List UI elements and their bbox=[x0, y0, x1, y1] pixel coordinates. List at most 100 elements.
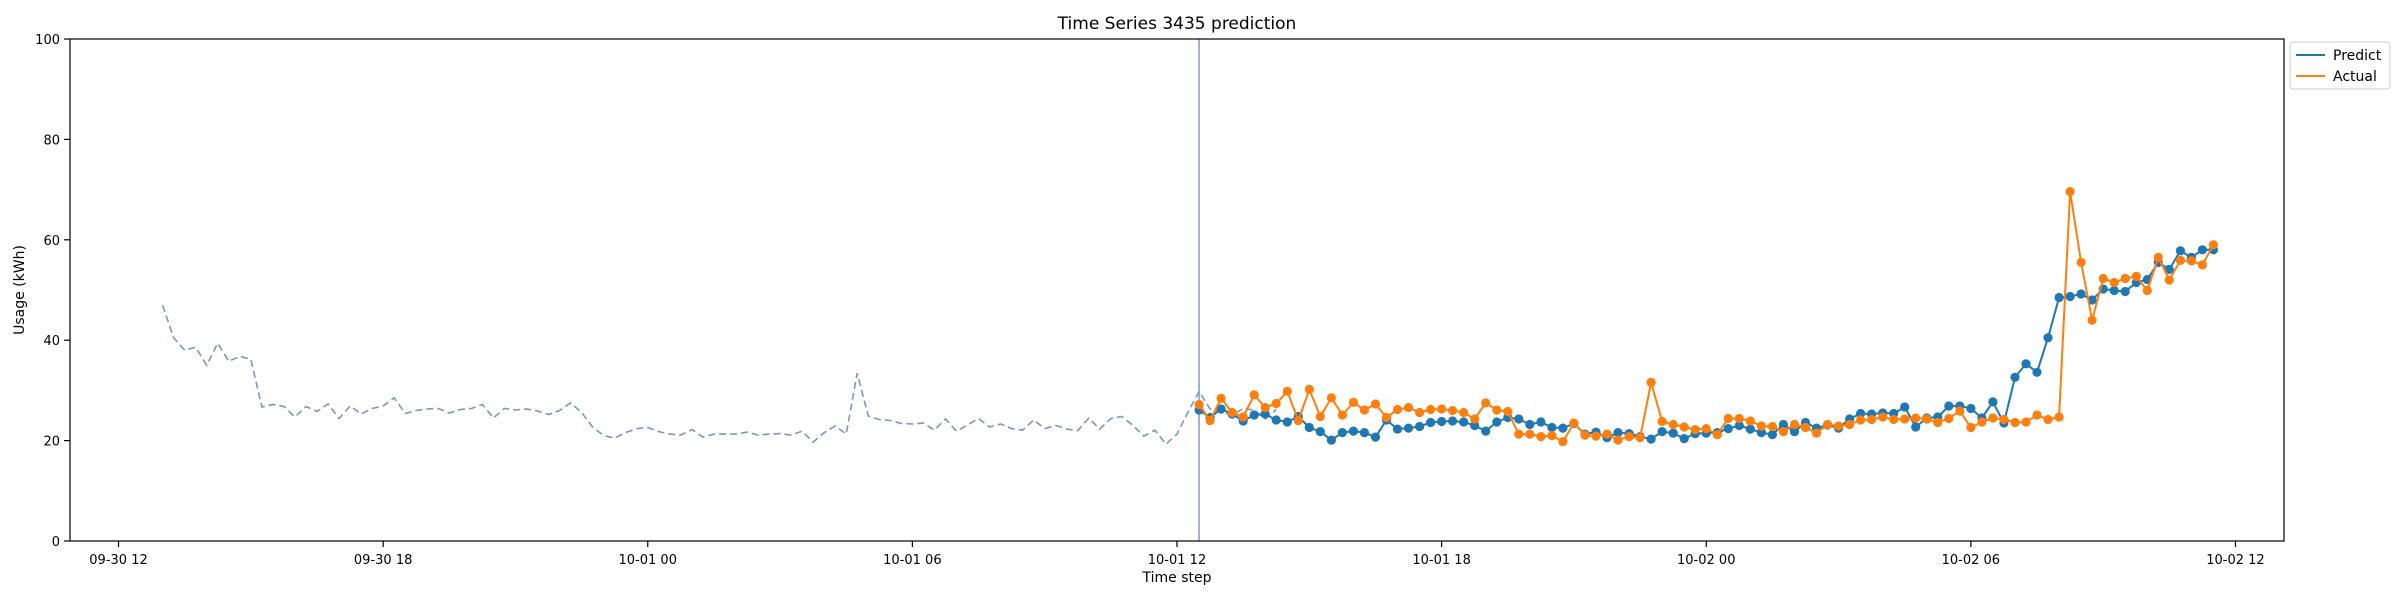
predict-point-38 bbox=[1613, 428, 1623, 438]
actual-point-84 bbox=[2120, 273, 2130, 284]
actual-point-21 bbox=[1426, 404, 1436, 415]
predict-point-12 bbox=[1326, 435, 1336, 445]
predict-point-11 bbox=[1315, 427, 1325, 437]
actual-point-20 bbox=[1415, 407, 1425, 418]
predict-line bbox=[1198, 248, 2214, 442]
actual-point-65 bbox=[1911, 413, 1921, 423]
x-tick-label-4: 10-01 12 bbox=[1148, 553, 1206, 568]
predict-point-7 bbox=[1271, 415, 1281, 425]
actual-point-27 bbox=[1492, 405, 1502, 415]
predict-point-81 bbox=[2087, 295, 2097, 305]
actual-point-85 bbox=[2131, 271, 2141, 281]
predict-point-5 bbox=[1249, 410, 1259, 420]
actual-point-63 bbox=[1889, 414, 1899, 425]
actual-points bbox=[1194, 187, 2218, 447]
actual-point-25 bbox=[1470, 414, 1480, 424]
actual-point-71 bbox=[1977, 417, 1987, 427]
y-tick-label-40: 40 bbox=[43, 334, 60, 349]
legend-actual-label: Actual bbox=[2333, 69, 2377, 85]
actual-point-76 bbox=[2032, 410, 2042, 420]
predict-point-25 bbox=[1470, 420, 1480, 431]
actual-point-16 bbox=[1370, 399, 1381, 409]
predict-point-21 bbox=[1426, 417, 1436, 428]
x-tick-label-6: 10-02 00 bbox=[1677, 553, 1735, 568]
predict-point-6 bbox=[1260, 409, 1270, 419]
actual-point-82 bbox=[2098, 273, 2108, 284]
actual-point-51 bbox=[1756, 421, 1766, 431]
predict-point-88 bbox=[2164, 264, 2174, 274]
actual-point-39 bbox=[1624, 432, 1634, 442]
actual-point-6 bbox=[1260, 402, 1270, 413]
predict-point-70 bbox=[1966, 403, 1976, 414]
x-tick-label-3: 10-01 06 bbox=[883, 553, 941, 568]
predict-point-75 bbox=[2021, 359, 2031, 369]
actual-point-23 bbox=[1448, 405, 1458, 416]
predict-point-79 bbox=[2065, 291, 2075, 302]
x-tick-label-8: 10-02 12 bbox=[2206, 553, 2264, 568]
actual-point-70 bbox=[1966, 422, 1976, 433]
actual-point-41 bbox=[1646, 377, 1656, 387]
x-tick-label-2: 10-01 00 bbox=[619, 553, 677, 568]
predict-point-20 bbox=[1415, 421, 1425, 432]
predict-point-52 bbox=[1767, 430, 1777, 440]
x-tick-label-1: 09-30 18 bbox=[354, 553, 412, 568]
predict-point-89 bbox=[2175, 246, 2185, 256]
actual-point-13 bbox=[1337, 410, 1347, 420]
predict-point-68 bbox=[1944, 401, 1954, 411]
predict-point-24 bbox=[1459, 417, 1469, 427]
actual-point-62 bbox=[1878, 412, 1888, 422]
actual-point-87 bbox=[2153, 252, 2163, 262]
predict-point-53 bbox=[1778, 419, 1788, 430]
predict-point-80 bbox=[2076, 289, 2086, 299]
predict-point-49 bbox=[1734, 420, 1744, 431]
actual-point-53 bbox=[1778, 427, 1788, 437]
actual-point-40 bbox=[1635, 433, 1645, 443]
actual-point-57 bbox=[1822, 419, 1833, 430]
predict-point-72 bbox=[1988, 397, 1998, 407]
predict-point-23 bbox=[1448, 416, 1458, 426]
actual-point-61 bbox=[1867, 414, 1877, 425]
actual-point-47 bbox=[1712, 430, 1722, 440]
actual-point-35 bbox=[1580, 430, 1590, 440]
predict-point-77 bbox=[2043, 333, 2053, 343]
predict-point-29 bbox=[1514, 414, 1524, 424]
actual-point-54 bbox=[1789, 419, 1800, 430]
actual-point-52 bbox=[1767, 421, 1777, 432]
predict-point-30 bbox=[1525, 419, 1535, 430]
actual-point-89 bbox=[2175, 255, 2185, 265]
predict-point-64 bbox=[1900, 402, 1910, 412]
actual-point-36 bbox=[1591, 431, 1601, 441]
y-tick-label-60: 60 bbox=[43, 234, 60, 249]
predict-point-13 bbox=[1337, 428, 1347, 438]
actual-point-77 bbox=[2043, 414, 2053, 425]
actual-point-45 bbox=[1690, 425, 1700, 435]
y-tick-label-0: 0 bbox=[52, 535, 60, 550]
predict-point-14 bbox=[1348, 426, 1358, 436]
predict-point-51 bbox=[1756, 428, 1766, 438]
predict-point-10 bbox=[1304, 422, 1314, 433]
actual-point-56 bbox=[1811, 428, 1822, 438]
actual-point-15 bbox=[1359, 405, 1369, 415]
plot-frame bbox=[69, 38, 2285, 542]
y-tick-label-100: 100 bbox=[35, 33, 60, 48]
actual-point-46 bbox=[1701, 424, 1711, 434]
actual-point-19 bbox=[1403, 402, 1414, 413]
predict-point-22 bbox=[1437, 416, 1447, 427]
actual-point-78 bbox=[2054, 412, 2064, 422]
actual-point-64 bbox=[1900, 414, 1910, 424]
predict-point-33 bbox=[1558, 423, 1568, 433]
actual-point-33 bbox=[1558, 437, 1568, 447]
chart-title: Time Series 3435 prediction bbox=[1057, 14, 1297, 34]
legend-box bbox=[2289, 41, 2391, 90]
actual-point-5 bbox=[1249, 390, 1259, 400]
y-tick-label-20: 20 bbox=[43, 435, 60, 450]
predict-point-31 bbox=[1536, 417, 1546, 427]
actual-point-68 bbox=[1944, 413, 1954, 424]
actual-point-12 bbox=[1326, 393, 1336, 403]
predict-point-48 bbox=[1723, 424, 1733, 434]
actual-point-24 bbox=[1459, 407, 1469, 418]
legend-predict-label: Predict bbox=[2333, 48, 2382, 64]
predict-point-78 bbox=[2054, 292, 2064, 303]
actual-point-26 bbox=[1481, 398, 1491, 408]
